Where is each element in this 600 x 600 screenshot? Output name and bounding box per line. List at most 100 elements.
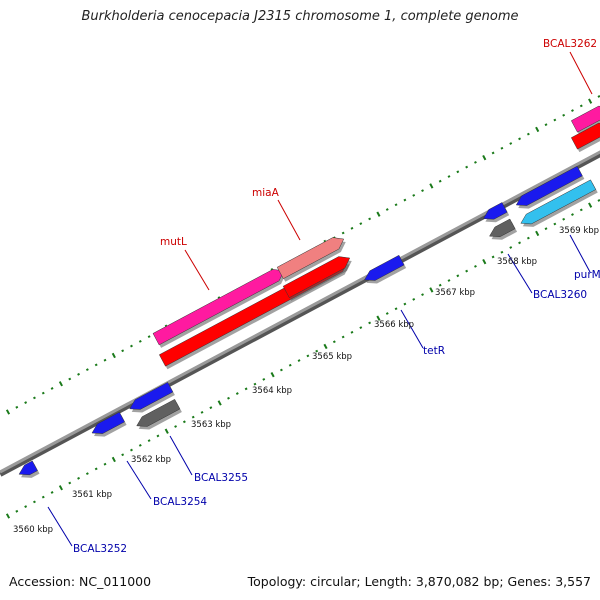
position-label: 3565 kbp [312,352,352,362]
outer-tick [376,211,381,217]
outer-tick [553,118,557,122]
outer-tick [403,198,407,202]
outer-tick [412,193,416,197]
leader-bcal3255 [169,435,193,476]
label-bcal3252: BCAL3252 [73,543,127,555]
outer-tick [579,104,583,108]
inner-tick [332,340,336,344]
outer-tick [24,401,28,404]
inner-tick [227,396,230,400]
inner-tick [85,472,89,476]
position-label: 3566 kbp [374,320,414,330]
accession-text: Accession: NC_011000 [9,574,152,589]
gene-features [18,105,600,478]
inner-tick [438,283,442,287]
outer-tick [562,113,566,117]
gene-purm[interactable] [520,179,597,225]
gene-red-right[interactable] [570,122,600,150]
outer-tick [535,126,540,133]
gene-bcal3252[interactable] [18,460,38,476]
outer-tick [50,387,54,390]
gene-grey-b[interactable] [489,218,516,237]
gene-blue-a[interactable] [91,411,125,434]
gene-bcal3262[interactable] [570,105,600,133]
gene-blue-c[interactable] [482,202,508,220]
inner-tick [297,359,301,362]
leader-tetr [400,309,424,349]
outer-tick [77,372,81,376]
outer-tick [394,203,398,207]
label-bcal3254: BCAL3254 [153,496,207,508]
inner-tick [518,241,522,245]
inner-tick [15,509,19,513]
label-mutl: mutL [160,236,187,248]
outer-tick [509,142,513,145]
leader-purm [569,234,591,273]
gene-grey-a[interactable] [136,398,181,427]
inner-tick [244,387,248,391]
outer-tick [385,208,389,211]
leader-bcal3262 [569,51,593,95]
inner-tick [164,428,169,434]
inner-tick [509,246,513,249]
outer-tick [597,95,600,98]
outer-tick [571,109,574,112]
inner-tick [262,378,266,381]
outer-tick [5,409,11,415]
inner-tick [535,230,540,237]
outer-tick [138,339,142,343]
inner-tick [58,485,63,491]
position-label: 3563 kbp [191,420,231,430]
inner-tick [553,222,557,226]
genome-stats-text: Topology: circular; Length: 3,870,082 bp… [247,574,591,589]
inner-tick [368,321,372,325]
outer-tick [588,98,593,104]
label-purm: purM [574,269,600,281]
inner-tick [235,392,239,395]
gene-miaa[interactable] [276,237,345,280]
outer-tick [544,123,548,127]
gene-tetr[interactable] [364,254,405,281]
outer-tick [465,165,469,169]
inner-tick [288,363,292,367]
position-label: 3560 kbp [13,525,53,535]
outer-tick [359,222,363,226]
gene-blue-d[interactable] [515,165,583,206]
inner-tick [94,467,98,471]
label-miaa: miaA [252,187,280,199]
inner-tick [111,456,116,463]
inner-tick [77,476,81,480]
inner-tick [306,354,310,358]
inner-tick [138,443,142,447]
gene-blue-b[interactable] [129,381,174,410]
inner-tick [209,406,213,410]
gene-labels: BCAL3262 miaA mutL BCAL3252 BCAL3254 BCAL3255… [73,38,600,555]
inner-tick [147,439,151,443]
inner-tick [24,505,28,508]
inner-tick [421,293,424,297]
inner-tick [68,481,72,485]
outer-tick [456,170,460,174]
position-label: 3568 kbp [497,257,537,267]
outer-tick [421,189,424,193]
inner-tick [579,208,583,212]
outer-tick [474,160,477,164]
leader-bcal3252 [47,506,73,547]
position-label: 3567 kbp [435,288,475,298]
inner-tick [429,287,434,293]
inner-tick [394,307,398,311]
inner-tick [376,315,381,321]
inner-tick [315,349,319,353]
inner-tick [217,400,222,406]
outer-tick [350,226,354,230]
leader-bcal3260 [507,253,533,294]
leader-miaa [277,199,301,241]
inner-tick [465,269,469,273]
inner-tick [33,500,36,504]
inner-tick [597,199,600,202]
position-label: 3564 kbp [252,386,292,396]
gene-red-short[interactable] [282,256,351,299]
outer-tick [94,363,98,367]
inner-tick [174,425,178,428]
